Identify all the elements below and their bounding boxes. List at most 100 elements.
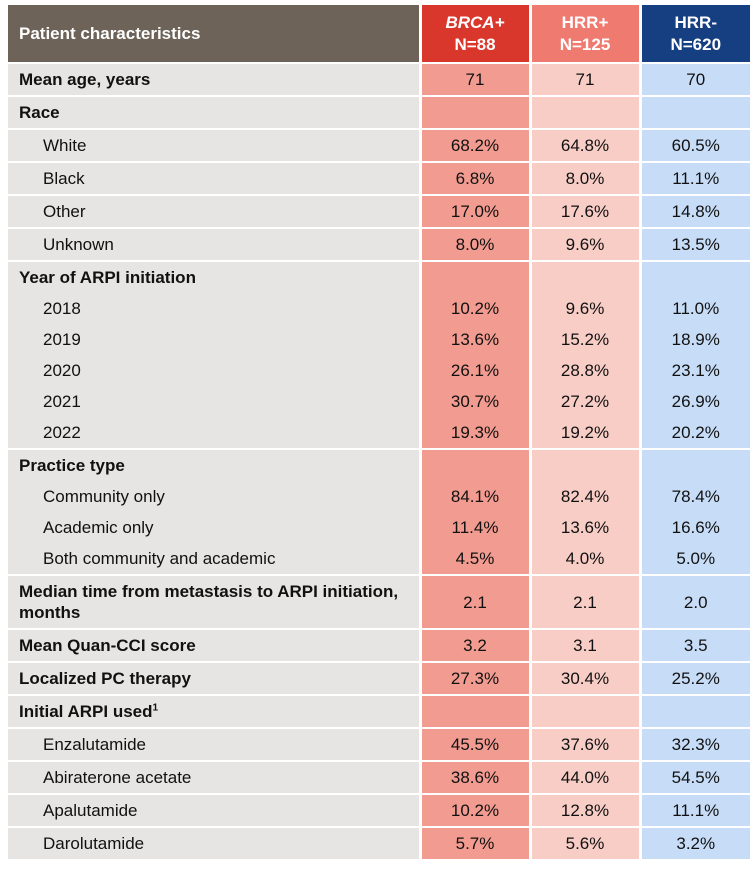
hrr-pos-value: 64.8% bbox=[530, 128, 642, 162]
table-row: Both community and academic 4.5% 4.0% 5.… bbox=[8, 543, 750, 575]
hrr-pos-value: 30.4% bbox=[530, 661, 642, 695]
hrr-pos-value bbox=[530, 260, 642, 293]
patient-characteristics-table-wrapper: Patient characteristics BRCA+ N=88 HRR+ N=… bbox=[8, 5, 750, 859]
table-row: 2022 19.3% 19.2% 20.2% bbox=[8, 417, 750, 449]
table-row: Other 17.0% 17.6% 14.8% bbox=[8, 194, 750, 228]
brca-value bbox=[420, 95, 532, 129]
brca-value: 6.8% bbox=[420, 161, 532, 195]
hrr-pos-value: 9.6% bbox=[530, 293, 642, 324]
brca-value: 5.7% bbox=[420, 826, 532, 859]
row-label: Both community and academic bbox=[8, 543, 422, 575]
hrr-neg-value: 11.1% bbox=[640, 161, 750, 195]
hrr-pos-value: 19.2% bbox=[530, 417, 642, 449]
hrr-pos-value bbox=[530, 694, 642, 728]
hrr-neg-value: 78.4% bbox=[640, 481, 750, 512]
hrr-neg-value: 32.3% bbox=[640, 727, 750, 761]
hrr-pos-value: 82.4% bbox=[530, 481, 642, 512]
hrr-neg-value: 16.6% bbox=[640, 512, 750, 543]
row-label: Other bbox=[8, 194, 422, 228]
table-row: White 68.2% 64.8% 60.5% bbox=[8, 128, 750, 162]
header-brca-name: BRCA+ bbox=[445, 12, 505, 32]
hrr-neg-value bbox=[640, 694, 750, 728]
row-label: 2020 bbox=[8, 355, 422, 386]
table-row: 2019 13.6% 15.2% 18.9% bbox=[8, 324, 750, 355]
brca-value: 71 bbox=[420, 62, 532, 96]
table-row: Median time from metastasis to ARPI init… bbox=[8, 574, 750, 629]
row-label: 2018 bbox=[8, 293, 422, 324]
section-label-text: Initial ARPI used bbox=[19, 701, 153, 721]
header-hrr-neg-n: N=620 bbox=[670, 34, 722, 54]
row-label: Mean age, years bbox=[8, 62, 422, 96]
hrr-neg-value: 14.8% bbox=[640, 194, 750, 228]
section-label: Initial ARPI used1 bbox=[8, 694, 422, 728]
brca-value: 17.0% bbox=[420, 194, 532, 228]
table-row: Mean Quan-CCI score 3.2 3.1 3.5 bbox=[8, 628, 750, 662]
brca-value: 11.4% bbox=[420, 512, 532, 543]
brca-value: 10.2% bbox=[420, 793, 532, 827]
table-row: Apalutamide 10.2% 12.8% 11.1% bbox=[8, 793, 750, 827]
hrr-neg-value: 26.9% bbox=[640, 386, 750, 417]
row-label: Median time from metastasis to ARPI init… bbox=[8, 574, 422, 629]
header-brca: BRCA+ N=88 bbox=[420, 5, 532, 63]
brca-value: 27.3% bbox=[420, 661, 532, 695]
hrr-pos-value: 15.2% bbox=[530, 324, 642, 355]
brca-value: 68.2% bbox=[420, 128, 532, 162]
hrr-pos-value: 71 bbox=[530, 62, 642, 96]
row-label: Darolutamide bbox=[8, 826, 422, 859]
brca-value: 84.1% bbox=[420, 481, 532, 512]
table-row: Race bbox=[8, 95, 750, 129]
section-label: Practice type bbox=[8, 448, 422, 481]
table-row: Unknown 8.0% 9.6% 13.5% bbox=[8, 227, 750, 261]
hrr-neg-value bbox=[640, 95, 750, 129]
table-row: Year of ARPI initiation bbox=[8, 260, 750, 293]
row-label: Black bbox=[8, 161, 422, 195]
hrr-pos-value: 28.8% bbox=[530, 355, 642, 386]
header-hrr-pos-n: N=125 bbox=[559, 34, 611, 54]
row-label: 2022 bbox=[8, 417, 422, 449]
hrr-pos-value: 2.1 bbox=[530, 574, 642, 629]
hrr-neg-value bbox=[640, 448, 750, 481]
hrr-neg-value: 3.2% bbox=[640, 826, 750, 859]
row-label: White bbox=[8, 128, 422, 162]
table-row: Academic only 11.4% 13.6% 16.6% bbox=[8, 512, 750, 543]
hrr-pos-value: 8.0% bbox=[530, 161, 642, 195]
brca-value bbox=[420, 694, 532, 728]
table-row: Practice type bbox=[8, 448, 750, 481]
hrr-pos-value: 17.6% bbox=[530, 194, 642, 228]
section-label: Race bbox=[8, 95, 422, 129]
table-row: 2020 26.1% 28.8% 23.1% bbox=[8, 355, 750, 386]
table-row: Community only 84.1% 82.4% 78.4% bbox=[8, 481, 750, 512]
hrr-neg-value: 60.5% bbox=[640, 128, 750, 162]
brca-value: 19.3% bbox=[420, 417, 532, 449]
hrr-neg-value: 2.0 bbox=[640, 574, 750, 629]
brca-value: 8.0% bbox=[420, 227, 532, 261]
hrr-pos-value: 4.0% bbox=[530, 543, 642, 575]
brca-value: 13.6% bbox=[420, 324, 532, 355]
hrr-neg-value: 23.1% bbox=[640, 355, 750, 386]
table-row: Localized PC therapy 27.3% 30.4% 25.2% bbox=[8, 661, 750, 695]
hrr-pos-value: 9.6% bbox=[530, 227, 642, 261]
table-row: Abiraterone acetate 38.6% 44.0% 54.5% bbox=[8, 760, 750, 794]
hrr-pos-value: 27.2% bbox=[530, 386, 642, 417]
hrr-pos-value: 13.6% bbox=[530, 512, 642, 543]
row-label: Unknown bbox=[8, 227, 422, 261]
table-row: Black 6.8% 8.0% 11.1% bbox=[8, 161, 750, 195]
hrr-neg-value: 11.1% bbox=[640, 793, 750, 827]
hrr-neg-value bbox=[640, 260, 750, 293]
table-row: Initial ARPI used1 bbox=[8, 694, 750, 728]
brca-value: 30.7% bbox=[420, 386, 532, 417]
brca-value: 38.6% bbox=[420, 760, 532, 794]
hrr-pos-value: 37.6% bbox=[530, 727, 642, 761]
brca-value: 10.2% bbox=[420, 293, 532, 324]
patient-characteristics-table: Patient characteristics BRCA+ N=88 HRR+ N=… bbox=[8, 5, 750, 859]
table-header-row: Patient characteristics BRCA+ N=88 HRR+ N=… bbox=[8, 5, 750, 63]
table-row: Enzalutamide 45.5% 37.6% 32.3% bbox=[8, 727, 750, 761]
brca-value: 26.1% bbox=[420, 355, 532, 386]
row-label: Community only bbox=[8, 481, 422, 512]
hrr-neg-value: 3.5 bbox=[640, 628, 750, 662]
hrr-neg-value: 20.2% bbox=[640, 417, 750, 449]
hrr-pos-value: 44.0% bbox=[530, 760, 642, 794]
header-hrr-neg: HRR- N=620 bbox=[640, 5, 750, 63]
brca-value bbox=[420, 448, 532, 481]
brca-value bbox=[420, 260, 532, 293]
